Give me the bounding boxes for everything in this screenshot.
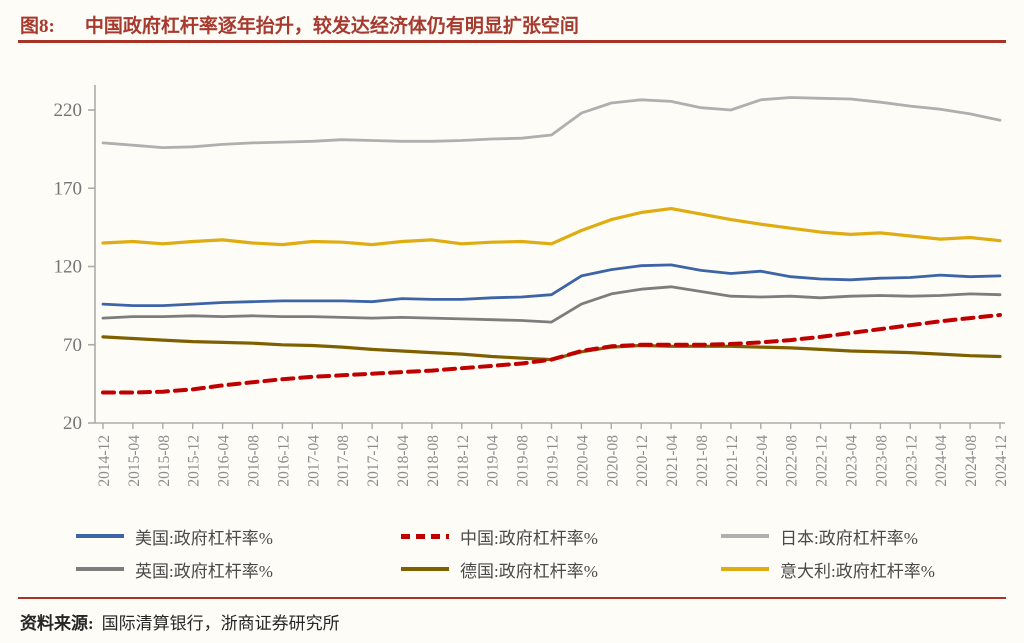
x-tick-label: 2023-08 <box>873 435 890 487</box>
x-tick-label: 2020-08 <box>604 435 621 487</box>
legend-item: 日本:政府杠杆率% <box>721 524 1006 548</box>
legend-swatch-line <box>721 567 769 571</box>
x-tick-label: 2017-12 <box>365 435 382 487</box>
x-tick-label: 2021-08 <box>694 435 711 487</box>
y-tick-label: 120 <box>54 257 83 278</box>
top-divider-rule <box>18 40 1006 43</box>
source-label: 资料来源: <box>20 614 94 633</box>
x-tick-label: 2017-04 <box>305 435 322 487</box>
x-tick-label: 2021-12 <box>724 435 741 487</box>
y-tick-label: 20 <box>63 413 82 434</box>
x-tick-label: 2017-08 <box>335 435 352 487</box>
x-tick-label: 2014-12 <box>96 435 113 487</box>
series-line-3 <box>101 285 1002 324</box>
x-tick-label: 2024-12 <box>993 435 1010 487</box>
legend-label: 英国:政府杠杆率% <box>135 561 273 581</box>
x-tick-label: 2015-04 <box>126 435 143 487</box>
legend-item: 英国:政府杠杆率% <box>76 557 401 581</box>
x-tick-label: 2018-12 <box>455 435 472 487</box>
figure-title-row: 图8: 中国政府杠杆率逐年抬升，较发达经济体仍有明显扩张空间 <box>20 11 579 38</box>
legend-label: 意大利:政府杠杆率% <box>780 561 935 581</box>
legend-swatch-line <box>721 534 769 538</box>
x-tick-label: 2023-12 <box>903 435 920 487</box>
source-note: 资料来源: 国际清算银行，浙商证券研究所 <box>20 609 340 634</box>
legend-label: 德国:政府杠杆率% <box>460 561 598 581</box>
legend-label: 日本:政府杠杆率% <box>780 528 918 548</box>
x-tick-label: 2018-04 <box>395 435 412 487</box>
legend-item: 美国:政府杠杆率% <box>76 524 401 548</box>
x-tick-label: 2024-04 <box>933 435 950 487</box>
x-tick-label: 2021-04 <box>664 435 681 487</box>
source-text: 国际清算银行，浙商证券研究所 <box>101 614 340 633</box>
series-line-0 <box>101 263 1002 308</box>
legend-label: 美国:政府杠杆率% <box>135 528 273 548</box>
x-tick-label: 2020-12 <box>634 435 651 487</box>
bottom-divider-rule <box>18 597 1006 599</box>
x-tick-label: 2015-12 <box>186 435 203 487</box>
y-tick-label: 170 <box>54 178 83 199</box>
legend-item: 意大利:政府杠杆率% <box>721 557 1006 581</box>
x-tick-label: 2023-04 <box>844 435 861 487</box>
figure-number-label: 图8: <box>20 16 55 37</box>
x-tick-label: 2015-08 <box>156 435 173 487</box>
legend-swatch-line <box>401 567 449 571</box>
legend-swatch-line <box>401 533 449 539</box>
x-tick-label: 2022-04 <box>754 435 771 487</box>
series-line-4 <box>101 335 1002 362</box>
legend-label: 中国:政府杠杆率% <box>460 528 598 548</box>
x-tick-label: 2024-08 <box>963 435 980 487</box>
series-line-1 <box>101 313 1002 395</box>
x-tick-label: 2022-08 <box>784 435 801 487</box>
x-tick-label: 2019-12 <box>545 435 562 487</box>
x-tick-label: 2020-04 <box>574 435 591 487</box>
y-tick-label: 220 <box>54 100 83 121</box>
x-tick-label: 2018-08 <box>425 435 442 487</box>
series-line-2 <box>101 96 1002 150</box>
legend-swatch-line <box>76 534 124 538</box>
figure-title: 中国政府杠杆率逐年抬升，较发达经济体仍有明显扩张空间 <box>84 16 579 37</box>
x-tick-label: 2016-08 <box>246 435 263 487</box>
y-tick-label: 70 <box>63 335 82 356</box>
x-tick-label: 2016-04 <box>216 435 233 487</box>
x-tick-label: 2019-04 <box>485 435 502 487</box>
legend-item: 中国:政府杠杆率% <box>401 524 721 548</box>
chart-legend: 美国:政府杠杆率% 中国:政府杠杆率% 日本:政府杠杆率% 英国:政府杠杆率% 德国:政… <box>76 524 1006 581</box>
series-line-5 <box>101 207 1002 247</box>
legend-item: 德国:政府杠杆率% <box>401 557 721 581</box>
legend-swatch-line <box>76 567 124 571</box>
x-tick-label: 2022-12 <box>814 435 831 487</box>
chart-canvas: 20 70 120 170 220 2014-12 2015-04 2015-08 2015-1… <box>54 85 1010 487</box>
x-tick-label: 2019-08 <box>515 435 532 487</box>
x-tick-label: 2016-12 <box>275 435 292 487</box>
